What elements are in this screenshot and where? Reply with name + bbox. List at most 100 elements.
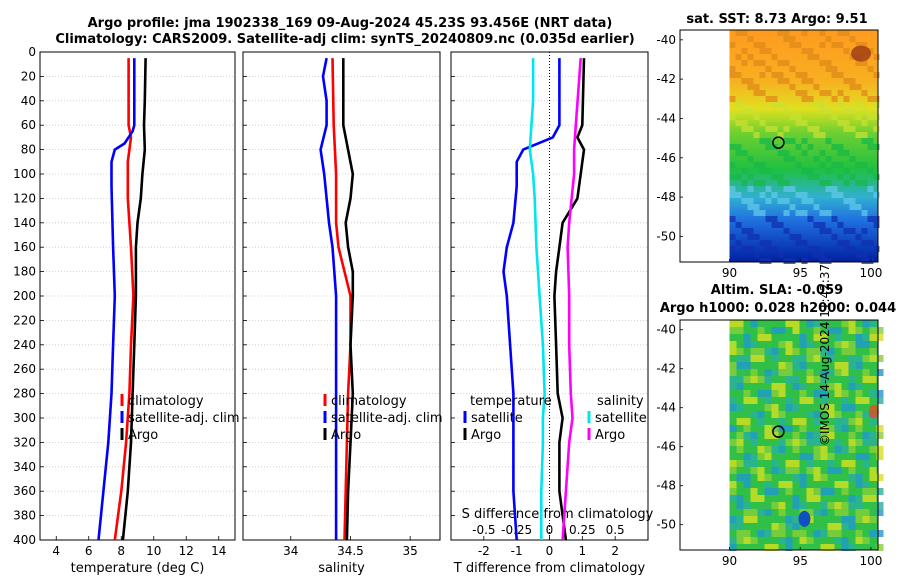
sst-cell [741,150,748,156]
sla-cell [820,390,828,397]
sst-cell [807,144,814,150]
sla-cell [834,537,842,544]
x-tick-label: 35 [403,544,418,558]
sla-cell [813,467,821,474]
sst-cell [867,138,874,144]
sst-cell [825,138,832,144]
x-tick-label: 10 [146,544,161,558]
sla-cell [771,488,779,495]
sla-cell [834,369,842,376]
sst-cell [837,150,844,156]
sst-cell [735,72,742,78]
sst-cell [819,60,826,66]
sla-cell [862,453,870,460]
sst-cell [837,240,844,246]
sla-cell [771,369,779,376]
sla-cell [729,488,737,495]
sst-cell [825,210,832,216]
sla-cell [806,495,814,502]
sla-cell [799,397,807,404]
sla-cell [771,467,779,474]
sla-cell [764,425,772,432]
sla-cell [855,397,863,404]
sla-cell [848,376,856,383]
sla-cell [792,467,800,474]
sst-cell [771,246,778,252]
sla-cell [778,537,786,544]
sst-cell [801,150,808,156]
sst-cell [741,30,748,36]
sla-cell [757,530,765,537]
sla-cell [862,460,870,467]
y-tick-label: 320 [13,435,36,449]
sst-cell [807,96,814,102]
sla-map-title2: Argo h1000: 0.028 h2000: 0.044 [660,301,896,316]
sst-cell [741,126,748,132]
sla-cell [820,530,828,537]
axes-box [39,51,236,541]
sla-cell [792,320,800,327]
sla-cell [869,418,877,425]
sst-cell [801,210,808,216]
sla-cell [841,369,849,376]
sla-cell [750,355,758,362]
map-y-tick-label: -46 [656,440,676,454]
sla-cell [764,376,772,383]
sla-cell [820,453,828,460]
sla-cell [869,334,877,341]
sla-cell [848,348,856,355]
sst-cell [795,162,802,168]
sst-cell [813,84,820,90]
sst-cell [819,258,826,264]
sst-cell [753,132,760,138]
sla-cell [771,460,779,467]
sst-cell [813,204,820,210]
sla-cell [848,404,856,411]
sla-cell [736,460,744,467]
sla-cell [848,516,856,523]
map-y-tick-label: -46 [656,151,676,165]
sla-cell [757,467,765,474]
sla-cell [827,453,835,460]
sla-cell [785,425,793,432]
y-tick-label: 240 [13,338,36,352]
y-tick-label: 200 [13,289,36,303]
sst-cell [801,72,808,78]
sla-cell [806,509,814,516]
series-line-argo [342,58,355,541]
sst-cell [747,174,754,180]
sla-cell [813,334,821,341]
sst-cell [735,144,742,150]
sla-cell [876,432,884,439]
sla-cell [834,523,842,530]
sla-cell [771,530,779,537]
sla-cell [876,355,884,362]
sst-cell [819,210,826,216]
sst-cell [813,246,820,252]
sst-cell [747,186,754,192]
sla-cell [743,390,751,397]
axes-box [242,51,441,541]
sla-cell [848,467,856,474]
sla-cell [834,411,842,418]
sst-cell [873,114,880,120]
sst-cell [777,222,784,228]
x-tick-label: 0 [546,544,554,558]
sla-cell [729,369,737,376]
sla-cell [806,432,814,439]
sst-cell [747,156,754,162]
sla-cell [785,439,793,446]
sst-cell [741,48,748,54]
sst-cell [741,180,748,186]
sla-cell [834,446,842,453]
sla-cell [848,439,856,446]
y-tick-label: 280 [13,387,36,401]
sla-cell [820,369,828,376]
sla-cell [855,355,863,362]
sla-cell [848,474,856,481]
sst-cell [795,120,802,126]
sst-cell [825,66,832,72]
sst-cell [741,60,748,66]
sla-cell [834,502,842,509]
